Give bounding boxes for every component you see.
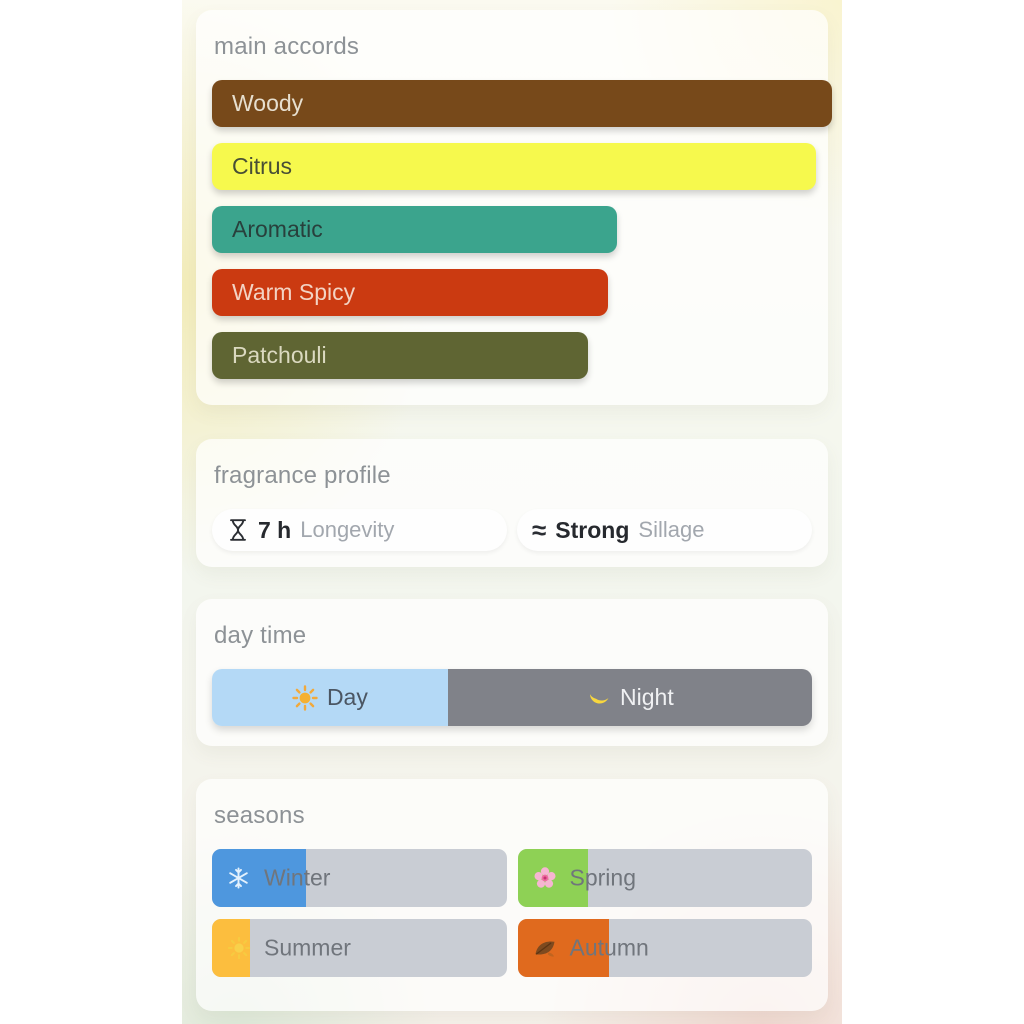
- season-grid: Winter Spring: [212, 849, 812, 977]
- main-accords-card: main accords Woody Citrus Aromatic Warm …: [196, 10, 832, 405]
- accord-list: Woody Citrus Aromatic Warm Spicy Patchou…: [212, 80, 832, 379]
- night-segment[interactable]: Night: [447, 669, 812, 726]
- leaf-icon: [533, 936, 557, 960]
- winter-label: Winter: [264, 864, 331, 891]
- spring-label: Spring: [569, 864, 636, 891]
- season-bar-spring[interactable]: Spring: [517, 849, 812, 907]
- day-segment[interactable]: Day: [212, 669, 448, 726]
- accord-bar-warm-spicy: Warm Spicy: [212, 269, 609, 316]
- season-bar-winter[interactable]: Winter: [212, 849, 507, 907]
- accord-bar-citrus: Citrus: [212, 143, 817, 190]
- sillage-waves-icon: ≈: [532, 515, 547, 545]
- longevity-label: Longevity: [300, 517, 395, 542]
- fragrance-profile-card: fragrance profile 7 h Longevity ≈ Strong…: [196, 439, 828, 567]
- snowflake-icon: [227, 867, 250, 890]
- main-accords-title: main accords: [214, 33, 360, 60]
- longevity-chip: 7 h Longevity: [212, 509, 507, 551]
- summer-label: Summer: [264, 934, 351, 961]
- accord-label: Patchouli: [232, 342, 327, 368]
- accord-label: Woody: [232, 90, 304, 116]
- day-time-card: day time Day: [196, 599, 828, 746]
- seasons-title: seasons: [214, 802, 305, 829]
- winter-fill: [212, 849, 307, 907]
- day-time-title: day time: [214, 622, 307, 649]
- accord-label: Warm Spicy: [232, 279, 356, 305]
- accord-label: Aromatic: [232, 216, 323, 242]
- moon-icon: [586, 685, 611, 710]
- sillage-value: Strong: [555, 516, 630, 543]
- hourglass-icon: [227, 518, 249, 542]
- season-bar-autumn[interactable]: Autumn: [517, 919, 812, 977]
- seasons-card: seasons Winter: [196, 779, 828, 1011]
- accord-label: Citrus: [232, 153, 293, 179]
- autumn-fill: [517, 919, 609, 977]
- season-bar-summer[interactable]: Summer: [212, 919, 507, 977]
- day-label: Day: [326, 684, 368, 710]
- accord-bar-aromatic: Aromatic: [212, 206, 617, 253]
- sillage-label: Sillage: [638, 517, 705, 542]
- fragrance-detail-panel: main accords Woody Citrus Aromatic Warm …: [182, 0, 842, 1024]
- night-label: Night: [620, 684, 674, 710]
- sun-icon: [292, 684, 318, 711]
- blossom-icon: [533, 866, 557, 890]
- accord-bar-woody: Woody: [212, 80, 832, 127]
- fragrance-profile-title: fragrance profile: [214, 462, 391, 489]
- day-night-bar: Day Night: [212, 669, 812, 726]
- autumn-label: Autumn: [569, 934, 649, 961]
- accord-bar-patchouli: Patchouli: [212, 332, 588, 379]
- longevity-value: 7 h: [258, 516, 292, 543]
- sillage-chip: ≈ Strong Sillage: [517, 509, 812, 551]
- profile-stats-row: 7 h Longevity ≈ Strong Sillage: [212, 509, 812, 551]
- summer-sun-icon: [227, 936, 251, 960]
